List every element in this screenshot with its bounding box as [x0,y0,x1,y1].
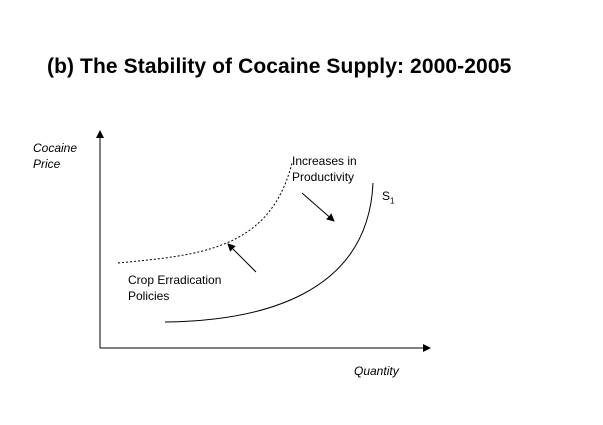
supply-curve-s1 [164,182,374,323]
curve-label-s1: S1 [382,189,395,206]
eradication-shift-arrow [227,243,257,273]
eradication-annotation: Crop Erradication Policies [128,273,222,303]
productivity-shift-arrow [301,192,335,222]
diagram-title: (b) The Stability of Cocaine Supply: 200… [47,55,512,78]
x-axis-label: Quantity [354,364,399,378]
productivity-annotation: Increases in Productivity [292,154,357,184]
y-axis-label: Cocaine Price [33,141,78,171]
shifted-supply-curve [117,162,293,264]
